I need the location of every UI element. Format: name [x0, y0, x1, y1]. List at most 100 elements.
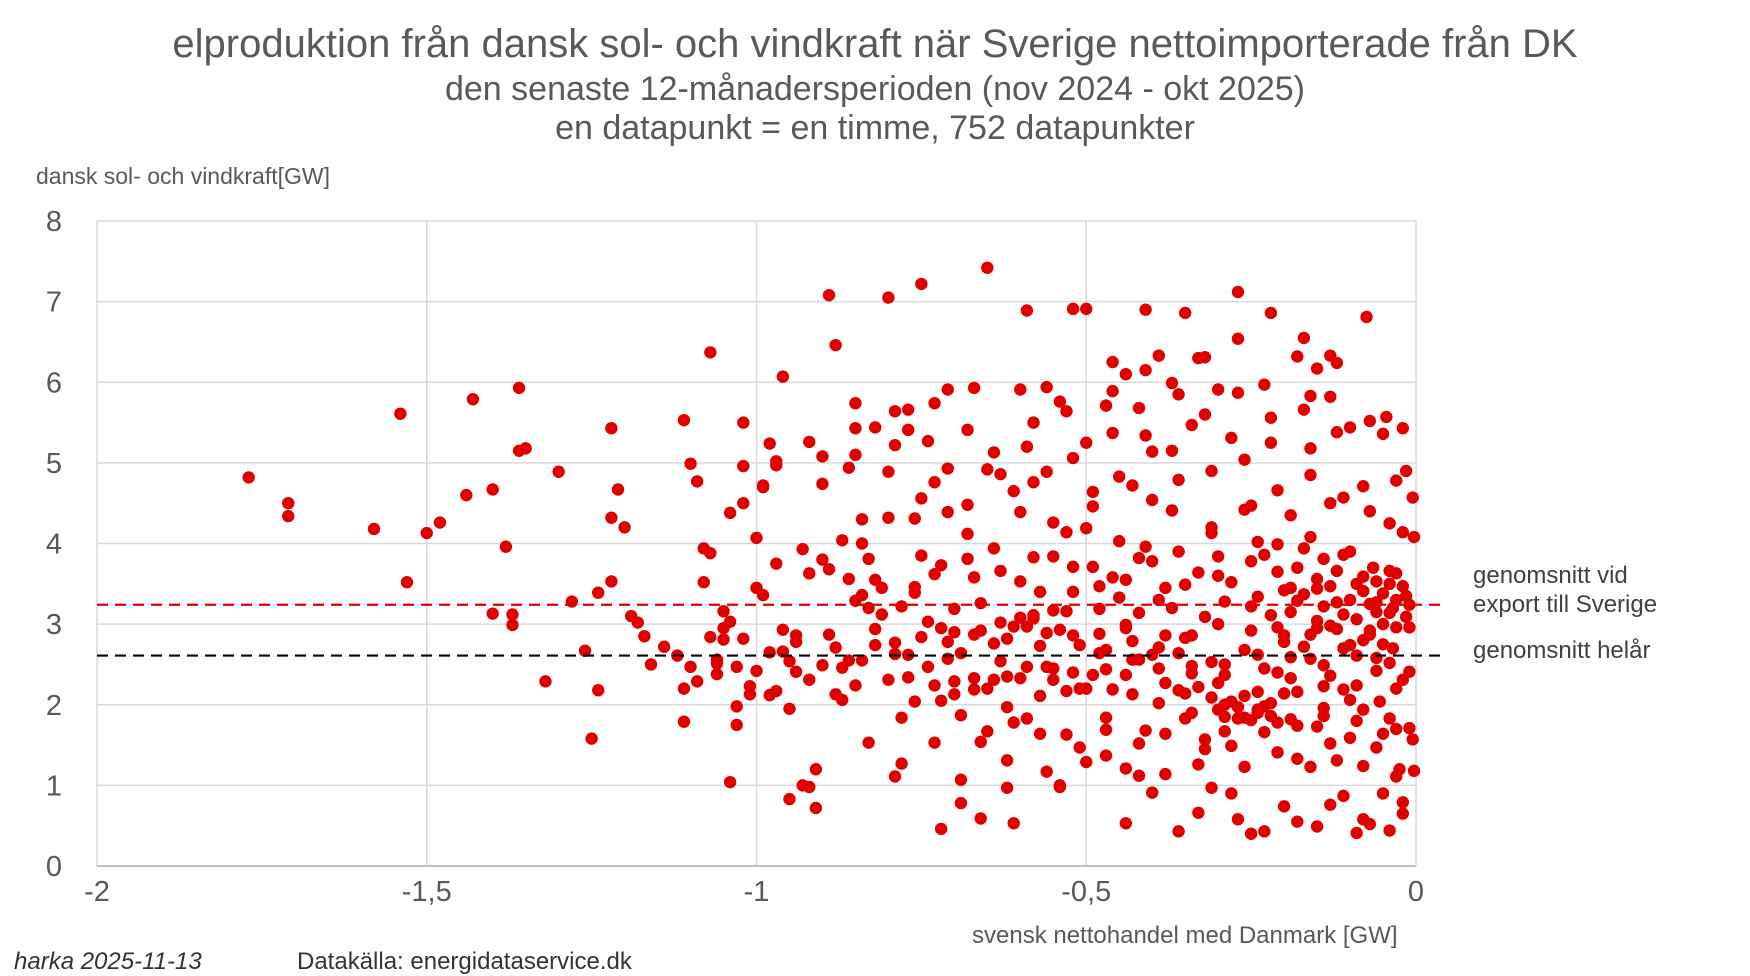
data-point: [849, 448, 862, 462]
data-point: [816, 553, 829, 566]
data-point: [1363, 505, 1377, 518]
data-point: [934, 822, 948, 836]
data-point: [1086, 560, 1100, 574]
data-point: [1383, 606, 1396, 620]
x-tick-label: -1,5: [402, 876, 452, 908]
data-point: [1310, 582, 1324, 595]
data-point: [1020, 304, 1034, 317]
data-point: [862, 601, 875, 615]
data-point: [1146, 648, 1159, 661]
data-point: [1205, 526, 1218, 540]
data-point: [895, 711, 908, 724]
data-point: [1376, 787, 1390, 800]
data-point: [690, 475, 704, 488]
data-point: [928, 736, 941, 749]
data-point: [1390, 682, 1403, 695]
data-point: [934, 559, 948, 572]
data-point: [1383, 712, 1396, 725]
data-point: [1370, 741, 1383, 754]
data-point: [1370, 664, 1383, 678]
data-point: [704, 346, 717, 359]
data-point: [1099, 663, 1113, 676]
data-point: [1363, 414, 1377, 428]
data-point: [915, 277, 928, 291]
data-point: [717, 621, 730, 635]
data-point: [763, 437, 776, 450]
data-point: [1119, 621, 1133, 635]
data-point: [888, 405, 902, 418]
data-point: [1211, 383, 1225, 396]
data-point: [1192, 680, 1205, 694]
data-point: [1119, 573, 1133, 586]
data-point: [1357, 703, 1370, 716]
data-point: [921, 660, 935, 674]
data-point: [1132, 551, 1146, 565]
data-point: [1277, 800, 1291, 813]
data-point: [934, 621, 948, 635]
data-point: [1383, 564, 1396, 578]
data-point: [1376, 427, 1390, 441]
data-point: [1205, 655, 1218, 669]
data-point: [1225, 787, 1238, 800]
data-point: [499, 540, 513, 553]
data-point: [605, 511, 618, 524]
data-point: [1396, 807, 1410, 820]
data-point: [1343, 421, 1357, 434]
data-point: [1337, 683, 1350, 696]
data-point: [967, 683, 981, 696]
data-point: [822, 628, 836, 641]
data-point: [855, 588, 869, 602]
data-point: [578, 644, 592, 657]
data-point: [1277, 635, 1291, 649]
data-point: [1152, 349, 1165, 362]
data-point: [809, 763, 823, 776]
data-point: [1284, 671, 1297, 685]
data-point: [928, 679, 941, 692]
data-point: [961, 552, 974, 566]
data-point: [1126, 479, 1139, 492]
data-point: [1390, 593, 1403, 607]
data-point: [888, 647, 902, 661]
data-point: [1014, 611, 1027, 624]
data-point: [1073, 638, 1086, 652]
data-point: [1343, 693, 1357, 707]
data-point: [1244, 827, 1258, 840]
data-point: [1284, 581, 1297, 595]
data-point: [1192, 566, 1205, 579]
data-point: [981, 682, 994, 695]
data-point: [776, 623, 790, 636]
data-point: [901, 423, 915, 437]
data-point: [1165, 601, 1179, 615]
data-point: [1152, 593, 1165, 607]
data-point: [1172, 545, 1185, 558]
chart-subtitle-2: en datapunkt = en timme, 752 datapunkter: [555, 109, 1195, 147]
data-point: [1271, 716, 1284, 729]
data-point: [1357, 634, 1370, 647]
data-point: [869, 638, 882, 652]
data-point: [1406, 733, 1419, 746]
data-point: [737, 632, 750, 645]
chart-title: elproduktion från dansk sol- och vindkra…: [172, 22, 1578, 66]
data-point: [1399, 464, 1413, 478]
data-point: [1337, 642, 1350, 655]
data-point: [783, 792, 796, 806]
data-point: [1258, 378, 1271, 391]
data-point: [1185, 659, 1198, 673]
data-point: [565, 595, 579, 608]
data-point: [1383, 577, 1396, 591]
data-point: [974, 735, 987, 749]
data-point: [1324, 580, 1337, 593]
data-point: [1376, 617, 1390, 631]
data-point: [954, 709, 968, 722]
data-point: [1205, 781, 1218, 794]
data-point: [1099, 723, 1113, 736]
data-point: [743, 688, 757, 701]
data-point: [1113, 470, 1126, 483]
data-point: [928, 397, 941, 410]
data-point: [242, 471, 255, 484]
data-point: [1159, 581, 1172, 595]
data-point: [1357, 759, 1370, 773]
data-point: [1033, 585, 1047, 599]
data-point: [1060, 605, 1073, 618]
